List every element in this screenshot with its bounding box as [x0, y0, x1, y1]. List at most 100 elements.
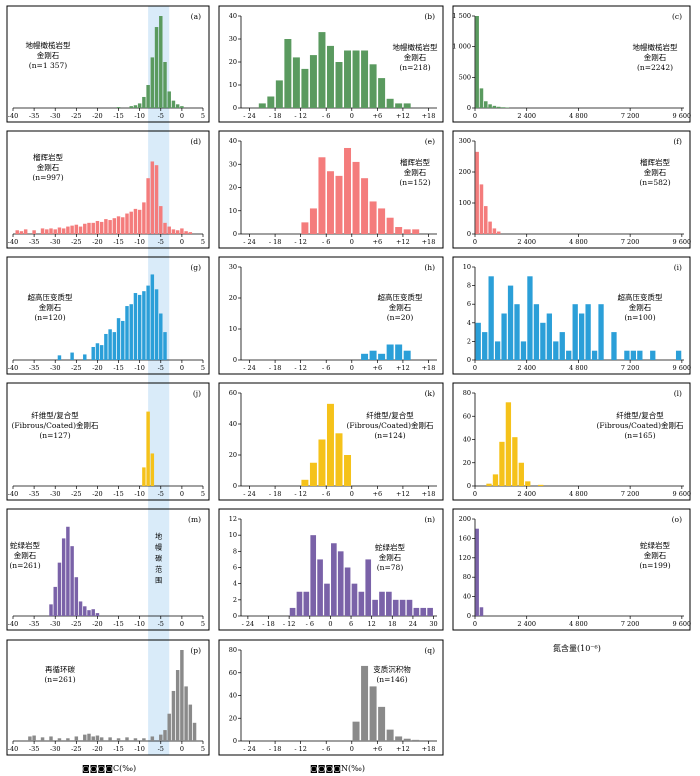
histogram-bar [378, 78, 386, 108]
histogram-bar [150, 57, 155, 108]
histogram-bar [326, 403, 334, 486]
x-tick-label: 0 [473, 238, 477, 246]
y-tick-label: 60 [229, 389, 237, 397]
y-tick-label: 0 [233, 737, 237, 745]
x-tick-label: -30 [50, 490, 60, 498]
x-tick-label: 4 800 [569, 620, 588, 628]
histogram-bar [146, 85, 150, 108]
x-tick-label: +6 [373, 745, 383, 753]
histogram-bar [484, 206, 488, 234]
histogram-bar [486, 483, 492, 486]
histogram-bar [395, 736, 403, 741]
panel-frame [452, 130, 691, 249]
histogram-bar [475, 322, 481, 360]
x-tick-label: 0 [180, 490, 184, 498]
histogram-bar [361, 178, 369, 234]
x-tick-label: 2 400 [517, 364, 536, 372]
x-tick-label: +18 [422, 490, 436, 498]
panel-a: -40 -35 -30 -25 -20 -15 -10 -5 0 5 (a) 地幔橄榄岩型金刚石(n=… [6, 5, 210, 123]
histogram-bar [566, 350, 572, 360]
histogram-bar [538, 484, 544, 486]
panel-label: 纤维型/复合型 [366, 410, 414, 420]
histogram-bar [74, 224, 79, 234]
histogram-bar [386, 217, 394, 234]
x-tick-label: +12 [396, 745, 410, 753]
histogram-bar [57, 562, 62, 616]
histogram-bar [403, 738, 411, 741]
x-tick-label: 7 200 [621, 112, 640, 120]
x-tick-label: 7 200 [621, 238, 640, 246]
histogram-bar [650, 350, 656, 360]
x-tick-label: 24 [409, 620, 417, 628]
x-tick-label: 9 600 [673, 490, 692, 498]
y-tick-label: 20 [229, 294, 237, 302]
histogram-bar [318, 32, 326, 108]
panel-frame [6, 5, 210, 123]
panel-label: 超高压变质型 [378, 292, 423, 302]
histogram-bar [525, 481, 531, 486]
panel-frame [218, 256, 444, 375]
histogram-bar [369, 686, 377, 741]
x-tick-label: -10 [134, 620, 144, 628]
x-tick-label: -35 [29, 364, 39, 372]
panel-tag: (c) [672, 12, 682, 21]
x-tick-label: -30 [50, 112, 60, 120]
histogram-bar [335, 433, 343, 486]
histogram-bar [301, 222, 309, 234]
panel-frame [452, 382, 691, 501]
histogram-bar [386, 729, 394, 741]
x-tick-label: - 18 [262, 620, 275, 628]
histogram-bar [83, 734, 87, 741]
histogram-bar [395, 344, 403, 360]
histogram-bar [154, 27, 159, 108]
panel-e: - 24 - 18 - 12 - 6 0 +6 +12 +18 0 10 20 30 40 (e) 榴辉岩型… [218, 130, 444, 249]
histogram-bar [512, 437, 518, 486]
histogram-bar [403, 229, 411, 234]
y-tick-label: 6 [233, 564, 237, 572]
histogram-bar [53, 229, 57, 234]
x-tick-label: +6 [373, 490, 383, 498]
x-tick-label: -30 [50, 364, 60, 372]
histogram-bar [167, 713, 171, 741]
histogram-bar [91, 736, 95, 741]
histogram-bar [99, 737, 104, 741]
x-tick-label: - 12 [294, 364, 307, 372]
x-tick-label: -10 [134, 364, 144, 372]
panel-label: 纤维型/复合型 [31, 410, 79, 420]
x-tick-label: - 24 [243, 364, 256, 372]
panel-label: 榴辉岩型 [400, 157, 430, 167]
x-tick-label: +12 [396, 364, 410, 372]
panel-frame [218, 382, 444, 501]
x-tick-label: - 6 [322, 745, 330, 753]
panel-frame [452, 508, 691, 631]
panel-label: (n=261) [9, 561, 40, 570]
panel-tag: (f) [673, 137, 682, 146]
histogram-grid: -40 -35 -30 -25 -20 -15 -10 -5 0 5(a)地幔橄榄岩型金刚石(n=… [6, 5, 692, 756]
histogram-bar [91, 609, 95, 616]
y-tick-label: 200 [459, 168, 471, 176]
panel-label: 变质沉积物 [373, 664, 411, 674]
panel-label: (n=261) [44, 675, 75, 684]
histogram-bar [344, 147, 352, 234]
histogram-bar [150, 736, 155, 741]
histogram-bar [337, 551, 344, 616]
x-tick-label: 5 [201, 620, 205, 628]
x-tick-label: - 6 [322, 112, 330, 120]
x-tick-label: 0 [180, 112, 184, 120]
panel-j: -40 -35 -30 -25 -20 -15 -10 -5 0 5 (j) 纤维型/复合型(Fibr… [6, 382, 210, 501]
x-tick-label: -35 [29, 112, 39, 120]
histogram-bar [479, 88, 484, 108]
panel-i: 0 2 400 4 800 7 200 9 600 0 2 4 6 8 10 (i) 超高压变质型金刚石… [452, 256, 691, 375]
panel-label: 金刚石 [389, 302, 412, 312]
histogram-bar [559, 332, 565, 360]
histogram-bar [57, 738, 62, 741]
panel-label: 金刚石 [629, 302, 652, 312]
x-tick-label: 0 [350, 112, 354, 120]
histogram-bar [378, 353, 386, 360]
histogram-bar [675, 350, 682, 360]
panel-label: (n=2242) [637, 63, 673, 72]
panel-tag: (n) [424, 515, 435, 524]
x-tick-label: - 18 [269, 364, 282, 372]
histogram-bar [95, 735, 100, 741]
histogram-bar [553, 341, 559, 360]
